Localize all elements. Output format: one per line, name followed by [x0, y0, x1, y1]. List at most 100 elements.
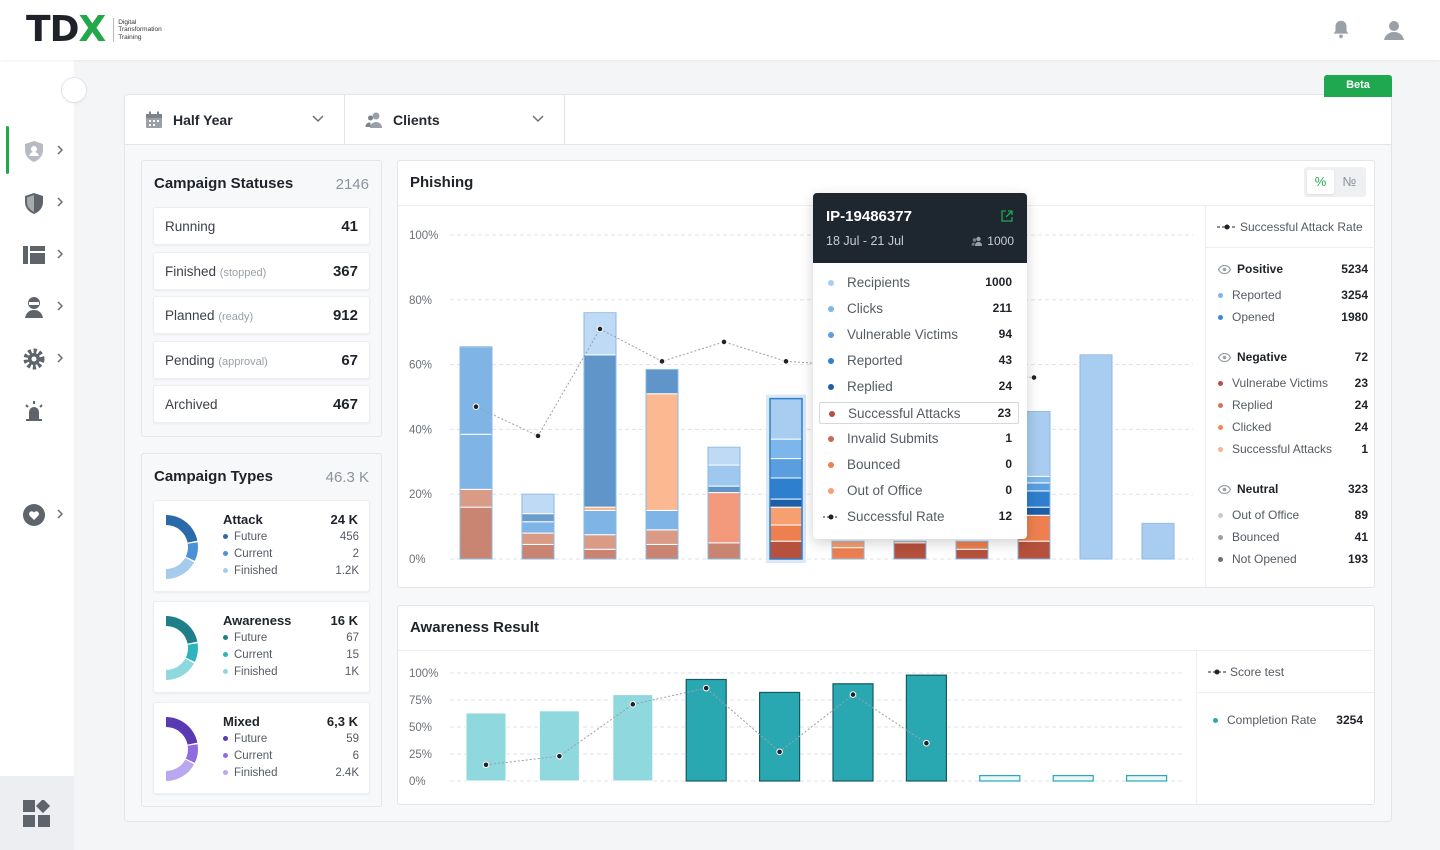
period-select[interactable]: Half Year [125, 95, 345, 145]
tooltip-row-value: 23 [997, 406, 1011, 420]
legend-item-value: 1980 [1341, 310, 1368, 324]
legend-item-label: Successful Attacks [1232, 442, 1333, 456]
awareness-chart: 0% 25% 50% 75% 100% [398, 650, 1196, 804]
external-link-icon[interactable] [1001, 210, 1013, 222]
half-donut-chart [166, 515, 198, 579]
legend-item[interactable]: Clicked 24 [1218, 420, 1368, 434]
campaign-type-card[interactable]: Awareness 16 K Future 67 Current 15 Finished 1K [153, 601, 370, 693]
donut-segment [166, 515, 198, 543]
status-row[interactable]: Pending (approval) 67 [153, 340, 370, 379]
status-row[interactable]: Archived 467 [153, 385, 370, 423]
legend-item[interactable]: Reported 3254 [1218, 288, 1368, 302]
sidebar-item-heart-chat[interactable] [0, 494, 74, 534]
tooltip-row-label: Successful Rate [847, 509, 945, 524]
legend-dot [1218, 293, 1223, 299]
logo-separator [113, 18, 115, 42]
logo[interactable]: TDX Digital Transformation Training [26, 12, 174, 48]
subrow-value: 456 [339, 531, 359, 543]
campaign-statuses-total: 2146 [335, 176, 369, 193]
bar-outline [707, 446, 741, 560]
sidebar-item-shield-user[interactable] [0, 126, 74, 174]
tooltip-row-label: Bounced [847, 457, 901, 472]
attack-rate-legend-label: Successful Attack Rate [1240, 220, 1363, 234]
campaign-type-subrow: Finished 1.2K [223, 565, 359, 577]
tooltip-row: Recipients 1000 [819, 272, 1019, 294]
legend-dot [1218, 315, 1223, 321]
legend-item[interactable]: Opened 1980 [1218, 310, 1368, 324]
tooltip-row-label: Vulnerable Victims [847, 327, 959, 342]
legend-dot [1213, 718, 1218, 724]
sidebar-item-shield[interactable] [0, 182, 74, 222]
status-row[interactable]: Planned (ready) 912 [153, 296, 370, 334]
y-tick-label: 60% [409, 360, 432, 372]
awareness-bar [905, 674, 947, 782]
bar-segment [769, 506, 803, 526]
clients-select[interactable]: Clients [345, 95, 565, 145]
legend-item[interactable]: Replied 24 [1218, 398, 1368, 412]
rate-point [658, 358, 666, 365]
eye-icon [1217, 264, 1232, 275]
campaign-type-card[interactable]: Mixed 6,3 K Future 59 Current 6 Finished 2.4K [153, 702, 370, 794]
bar-segment [521, 521, 555, 534]
legend-dot [1218, 535, 1223, 541]
bar-segment [769, 498, 803, 508]
percent-toggle-option[interactable]: % [1307, 170, 1334, 194]
y-tick-label: 100% [409, 668, 438, 680]
status-label: Pending (approval) [165, 352, 268, 368]
rate-point [1030, 374, 1038, 381]
campaign-type-name: Awareness [223, 613, 292, 628]
legend-dot [828, 332, 834, 338]
awareness-bar [1125, 774, 1168, 782]
legend-group-value: 323 [1347, 482, 1368, 496]
apps-button[interactable] [0, 776, 74, 850]
tooltip-row-label: Clicks [847, 301, 883, 316]
campaign-type-value: 16 K [330, 613, 358, 628]
percent-count-toggle: % № [1304, 167, 1366, 197]
completion-rate-legend-item: Completion Rate 3254 [1213, 713, 1363, 727]
half-donut-chart [166, 616, 198, 680]
donut-segment [185, 542, 198, 561]
tooltip-row-label: Reported [847, 353, 903, 368]
legend-item[interactable]: Bounced 41 [1218, 530, 1368, 544]
logo-mark: TDX [26, 9, 106, 50]
apps-icon [23, 800, 51, 827]
subrow-label: Current [234, 649, 273, 661]
status-sublabel: (ready) [218, 311, 254, 323]
tooltip-row-value: 24 [998, 379, 1012, 393]
subrow-label: Current [234, 750, 273, 762]
sidebar-item-settings[interactable] [0, 338, 74, 378]
count-toggle-option[interactable]: № [1342, 174, 1357, 189]
awareness-title: Awareness Result [410, 619, 539, 636]
legend-group-value: 72 [1354, 350, 1368, 364]
legend-item-value: 3254 [1341, 288, 1368, 302]
legend-item-value: 24 [1354, 420, 1368, 434]
legend-item[interactable]: Successful Attacks 1 [1218, 442, 1368, 456]
sidebar-item-user-mask[interactable] [0, 286, 74, 326]
legend-item[interactable]: Vulnerabe Victims 23 [1218, 376, 1368, 390]
tooltip-recipient-count: 1000 [971, 234, 1014, 248]
bar-outline [769, 397, 803, 560]
sidebar-item-list[interactable] [0, 234, 74, 274]
legend-item-value: 24 [1354, 398, 1368, 412]
status-row[interactable]: Finished (stopped) 367 [153, 251, 370, 290]
legend-dot [828, 384, 834, 390]
campaign-types-panel: Campaign Types 46.3 K Attack 24 K Future 45… [141, 453, 382, 807]
sidebar-item-alarm[interactable] [0, 390, 74, 430]
legend-item[interactable]: Not Opened 193 [1218, 552, 1368, 566]
bar-segment [831, 540, 865, 549]
y-tick-label: 100% [409, 230, 438, 242]
bar-outline [583, 312, 617, 560]
sidebar-collapse-toggle[interactable] [61, 77, 87, 103]
tooltip-row-value: 211 [992, 301, 1012, 315]
campaign-type-card[interactable]: Attack 24 K Future 456 Current 2 Finished 1.2K [153, 500, 370, 592]
subrow-label: Finished [234, 767, 278, 779]
bar-outline [645, 368, 679, 560]
phishing-chart-svg: 0% 20% 40% 60% 80% 100% [409, 230, 1193, 566]
bell-icon[interactable] [1330, 18, 1352, 40]
legend-item[interactable]: Out of Office 89 [1218, 508, 1368, 522]
tooltip-row-value: 0 [1005, 457, 1012, 471]
legend-item-label: Not Opened [1232, 552, 1297, 566]
user-icon[interactable] [1382, 18, 1406, 42]
status-row[interactable]: Running 41 [153, 207, 370, 245]
beta-badge: Beta [1324, 75, 1392, 97]
